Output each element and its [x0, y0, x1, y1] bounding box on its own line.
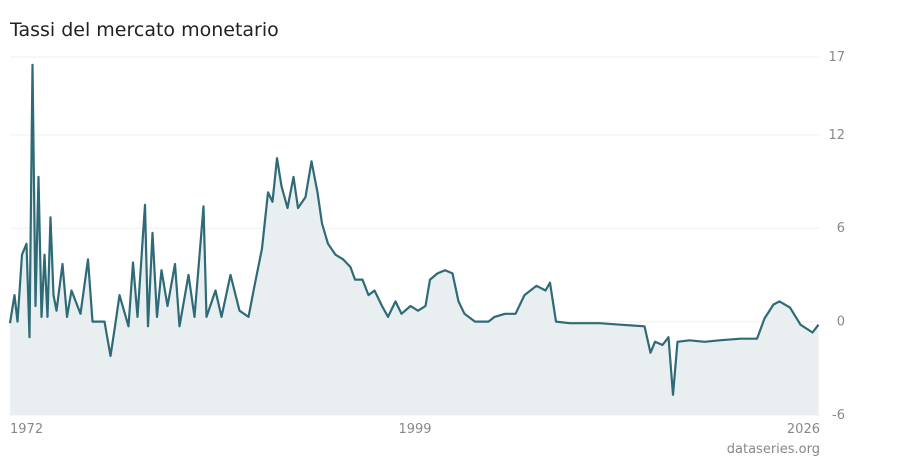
area-fill: [10, 64, 819, 416]
y-tick-label: 6: [837, 221, 845, 236]
x-tick-label: 1972: [10, 422, 43, 437]
y-tick-label: 12: [828, 128, 845, 143]
line: [8, 63, 820, 396]
x-tick-label: 2026: [787, 422, 820, 437]
chart-title: Tassi del mercato monetario: [9, 19, 279, 41]
source: dataseries.org: [727, 442, 820, 457]
y-tick-label: 17: [828, 50, 845, 65]
y-tick-label: 0: [837, 315, 845, 330]
x-tick-label: 1999: [398, 422, 431, 437]
y-tick-label: -6: [832, 408, 845, 423]
